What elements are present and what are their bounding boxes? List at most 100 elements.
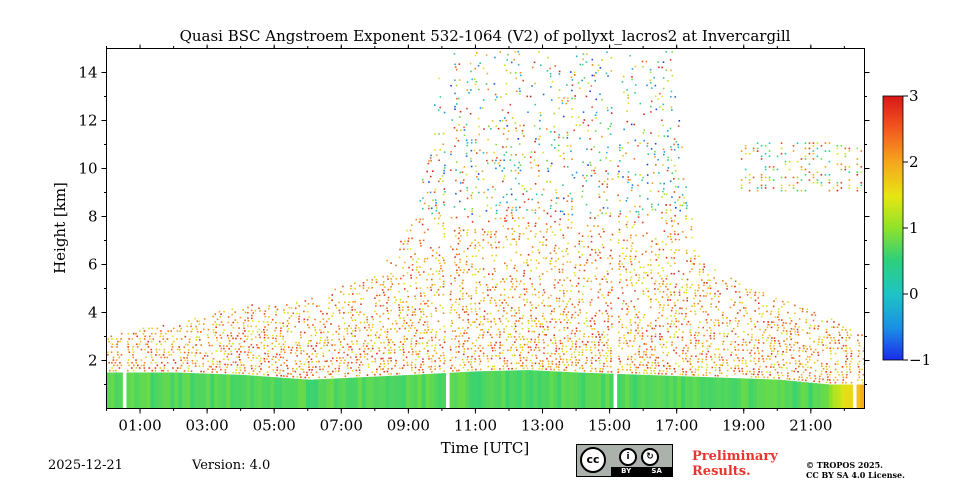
colorbar-tick-label: 1 — [909, 219, 919, 237]
heatmap-cell — [670, 146, 672, 148]
heatmap-cell — [283, 362, 286, 364]
heatmap-cell — [758, 352, 760, 355]
heatmap-cell — [403, 288, 406, 290]
heatmap-cell — [282, 356, 284, 359]
heatmap-cell — [603, 191, 605, 193]
heatmap-cell — [673, 220, 676, 222]
heatmap-cell — [126, 372, 131, 409]
heatmap-cell — [501, 170, 504, 172]
heatmap-cell — [655, 364, 657, 367]
heatmap-cell — [374, 334, 377, 336]
heatmap-cell — [206, 334, 209, 336]
heatmap-cell — [248, 348, 251, 351]
heatmap-cell — [513, 354, 516, 357]
heatmap-cell — [571, 197, 573, 200]
cc-license-badge[interactable]: cc i ↻ BY SA — [576, 444, 673, 477]
heatmap-cell — [355, 324, 358, 327]
heatmap-cell — [781, 300, 784, 303]
heatmap-cell — [581, 240, 583, 243]
heatmap-cell — [585, 95, 588, 98]
heatmap-cell — [455, 161, 458, 163]
heatmap-cell — [603, 275, 606, 278]
heatmap-cell — [741, 367, 743, 370]
heatmap-cell — [521, 346, 524, 349]
heatmap-cell — [274, 306, 277, 308]
heatmap-cell — [581, 354, 584, 356]
heatmap-cell — [589, 301, 592, 304]
heatmap-cell — [662, 148, 665, 151]
heatmap-cell — [535, 357, 538, 359]
heatmap-cell — [642, 290, 645, 292]
heatmap-cell — [282, 322, 284, 325]
heatmap-cell — [593, 225, 595, 227]
heatmap-cell — [777, 311, 780, 313]
heatmap-cell — [669, 235, 672, 238]
heatmap-cell — [577, 82, 580, 84]
heatmap-cell — [566, 303, 568, 305]
heatmap-cell — [382, 352, 385, 355]
heatmap-cell — [698, 273, 701, 276]
heatmap-cell — [735, 290, 737, 293]
heatmap-cell — [685, 283, 688, 286]
heatmap-cell — [661, 314, 663, 317]
heatmap-cell — [773, 363, 776, 366]
heatmap-cell — [534, 338, 536, 341]
heatmap-cell — [671, 74, 674, 77]
heatmap-cell — [195, 349, 198, 352]
heatmap-cell — [591, 58, 594, 61]
heatmap-cell — [506, 201, 508, 204]
heatmap-cell — [565, 369, 567, 371]
heatmap-cell — [808, 356, 811, 358]
heatmap-cell — [583, 333, 586, 335]
heatmap-cell — [410, 277, 413, 279]
heatmap-cell — [701, 305, 703, 308]
heatmap-cell — [207, 328, 210, 331]
heatmap-cell — [578, 256, 581, 258]
heatmap-cell — [116, 354, 119, 356]
heatmap-cell — [399, 277, 402, 280]
heatmap-cell — [203, 355, 206, 357]
heatmap-cell — [415, 287, 418, 290]
heatmap-cell — [449, 359, 452, 362]
heatmap-cell — [442, 180, 444, 182]
heatmap-cell — [403, 338, 406, 340]
heatmap-cell — [686, 278, 689, 281]
heatmap-cell — [466, 271, 469, 274]
heatmap-cell — [387, 360, 389, 362]
heatmap-cell — [602, 228, 604, 230]
heatmap-cell — [670, 90, 673, 93]
heatmap-cell — [609, 352, 612, 355]
heatmap-cell — [220, 313, 222, 315]
heatmap-cell — [259, 310, 261, 312]
heatmap-cell — [517, 362, 520, 364]
heatmap-cell — [419, 303, 422, 305]
heatmap-cell — [119, 340, 121, 343]
heatmap-cell — [558, 223, 561, 226]
heatmap-cell — [421, 342, 424, 345]
heatmap-cell — [685, 217, 687, 220]
heatmap-cell — [523, 304, 526, 306]
heatmap-cell — [754, 362, 757, 365]
heatmap-cell — [639, 356, 641, 358]
heatmap-cell — [374, 310, 376, 313]
heatmap-cell — [280, 345, 282, 348]
heatmap-cell — [800, 168, 803, 171]
heatmap-cell — [462, 271, 465, 274]
heatmap-cell — [738, 283, 741, 285]
heatmap-cell — [681, 312, 683, 315]
heatmap-cell — [691, 373, 693, 376]
heatmap-cell — [737, 367, 740, 370]
heatmap-cell — [332, 333, 334, 336]
heatmap-cell — [730, 341, 733, 343]
heatmap-cell — [405, 375, 411, 409]
heatmap-cell — [384, 331, 386, 333]
heatmap-cell — [730, 298, 733, 301]
heatmap-cell — [248, 330, 250, 333]
heatmap-cell — [406, 243, 409, 245]
heatmap-cell — [848, 187, 851, 189]
heatmap-cell — [551, 360, 554, 363]
heatmap-cell — [459, 116, 461, 118]
heatmap-cell — [602, 368, 604, 370]
heatmap-cell — [311, 361, 313, 363]
heatmap-cell — [635, 371, 637, 374]
